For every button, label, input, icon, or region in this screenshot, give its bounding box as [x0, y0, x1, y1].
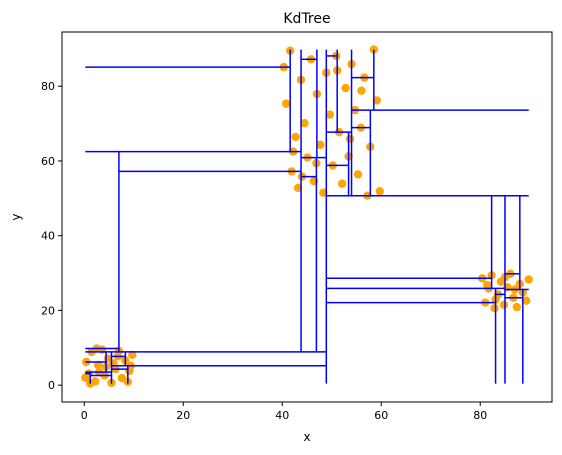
- data-point: [325, 110, 334, 119]
- data-point: [316, 140, 325, 150]
- data-point: [291, 132, 300, 142]
- x-tick-label: 40: [275, 409, 289, 422]
- plot-area: [62, 32, 552, 402]
- data-point: [341, 83, 350, 93]
- data-point: [512, 302, 522, 312]
- y-tick-label: 40: [41, 230, 55, 243]
- data-point: [337, 179, 347, 188]
- x-tick-label: 60: [374, 409, 388, 422]
- chart-title: KdTree: [283, 11, 330, 27]
- data-point: [522, 296, 531, 305]
- x-axis-label: x: [303, 430, 310, 444]
- x-tick-label: 20: [176, 409, 190, 422]
- x-axis-ticks: 0 20 40 60 80: [81, 402, 487, 422]
- data-point: [357, 86, 366, 95]
- data-point: [293, 183, 303, 193]
- data-point: [319, 188, 328, 197]
- kdtree-partition-lines: [85, 49, 529, 384]
- y-axis-label: y: [9, 213, 23, 220]
- data-point: [300, 118, 309, 128]
- data-point: [353, 170, 363, 179]
- data-point: [128, 350, 137, 360]
- y-tick-label: 0: [48, 379, 55, 392]
- data-point: [524, 275, 533, 284]
- data-point: [482, 280, 492, 290]
- x-tick-label: 80: [473, 409, 487, 422]
- data-point: [93, 360, 103, 370]
- y-tick-label: 80: [41, 80, 55, 93]
- y-tick-label: 60: [41, 155, 55, 168]
- x-tick-label: 0: [81, 409, 88, 422]
- data-point: [282, 99, 291, 108]
- data-point: [345, 134, 355, 144]
- data-point: [490, 303, 499, 313]
- plot-frame: [61, 31, 553, 403]
- data-point: [81, 373, 90, 382]
- y-tick-label: 20: [41, 304, 55, 317]
- data-point: [375, 187, 384, 196]
- y-axis-ticks: 0 20 40 60 80: [41, 80, 62, 392]
- data-point: [499, 300, 509, 310]
- data-point: [372, 96, 381, 105]
